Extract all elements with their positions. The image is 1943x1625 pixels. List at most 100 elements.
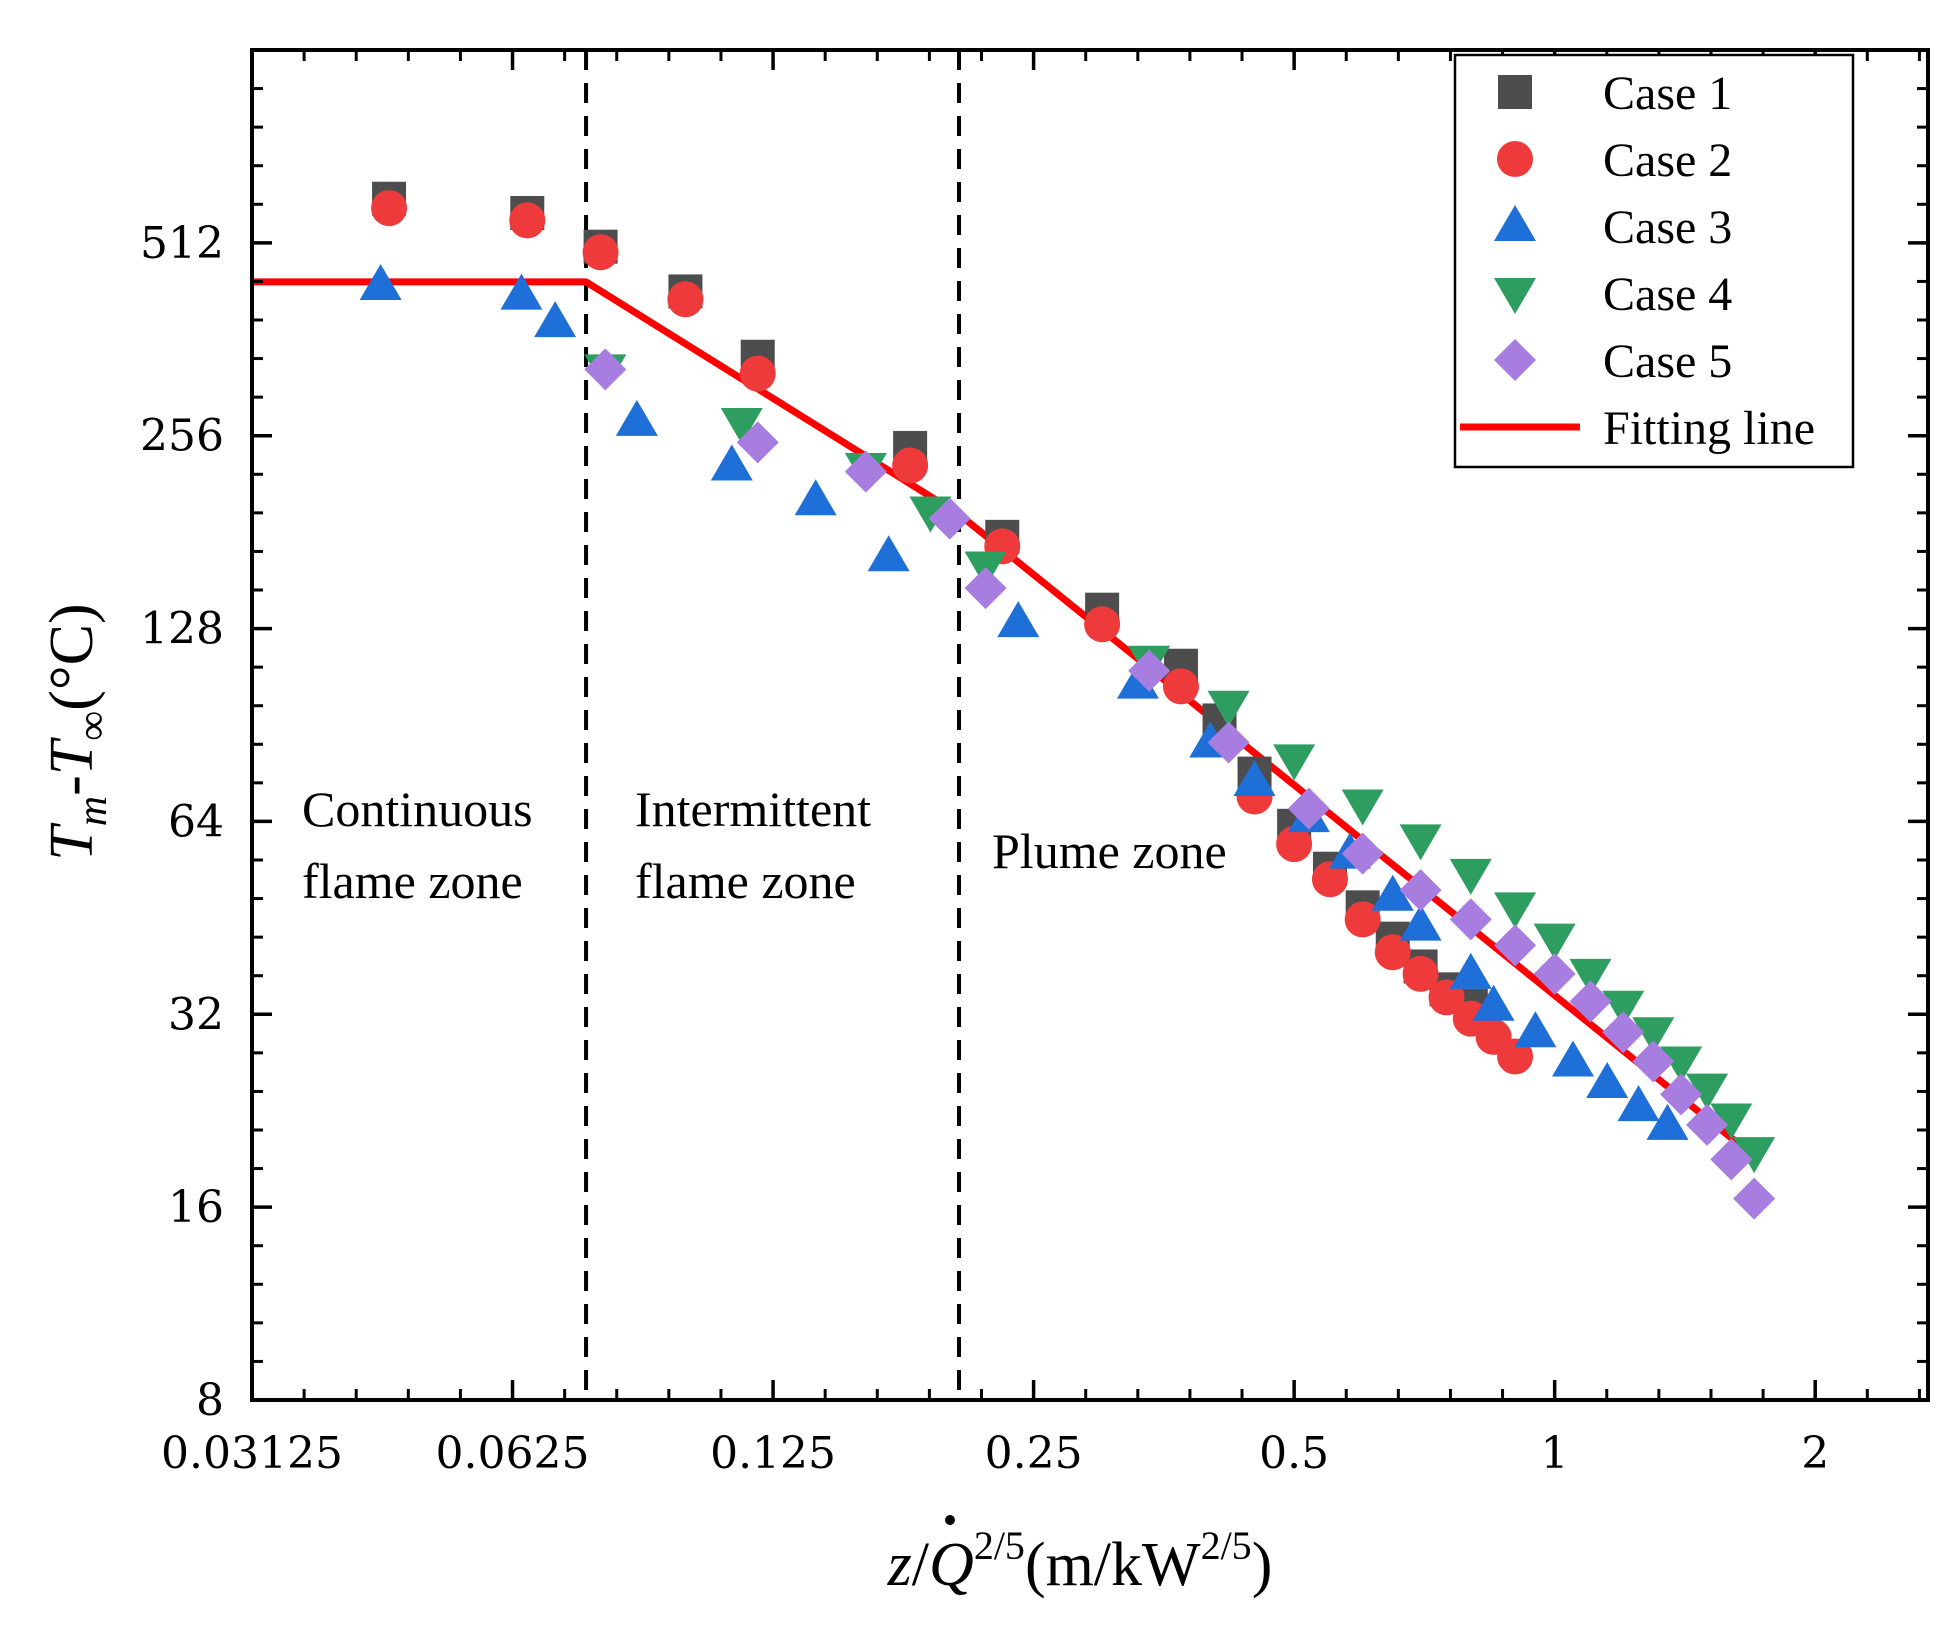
y-axis-title: Tm-T∞(°C) xyxy=(38,603,116,860)
point-case-3-14 xyxy=(1399,904,1442,941)
point-case-3-15 xyxy=(1449,952,1492,989)
point-case-3-1 xyxy=(500,273,543,310)
point-case-3-17 xyxy=(1514,1011,1557,1048)
point-case-3-0 xyxy=(359,264,402,301)
point-case-3-21 xyxy=(1646,1103,1689,1140)
point-case-5-19 xyxy=(1733,1177,1776,1220)
zone-label-intermittent-2: flame zone xyxy=(635,853,856,909)
point-case-5-7 xyxy=(1287,787,1330,830)
point-case-4-19 xyxy=(1733,1137,1776,1174)
point-case-5-15 xyxy=(1632,1040,1675,1083)
point-case-5-16 xyxy=(1660,1073,1703,1116)
point-case-5-11 xyxy=(1494,924,1537,967)
point-case-4-1 xyxy=(720,407,763,444)
point-case-3-7 xyxy=(997,601,1040,638)
legend: Case 1 Case 2 Case 3 Case 4 Case 5 Fitti… xyxy=(1453,53,1855,469)
tick-labels: 0.03125 0.0625 0.125 0.25 0.5 1 28163264128256… xyxy=(140,218,1829,1479)
legend-symbols xyxy=(1460,75,1580,431)
point-case-4-18 xyxy=(1710,1103,1753,1140)
q-dot-mark xyxy=(945,1515,955,1525)
point-case-3-3 xyxy=(615,399,658,436)
y-tick-label-3: 64 xyxy=(168,796,224,847)
point-case-4-16 xyxy=(1660,1046,1703,1083)
point-case-5-9 xyxy=(1399,869,1442,912)
point-case-5-10 xyxy=(1449,898,1492,941)
y-tick-label-0: 8 xyxy=(196,1375,224,1426)
legend-label-case-2: Case 2 xyxy=(1603,134,1732,187)
point-case-3-5 xyxy=(794,479,837,516)
point-case-3-4 xyxy=(710,444,753,481)
legend-label-case-1: Case 1 xyxy=(1603,67,1732,120)
legend-label-case-3: Case 3 xyxy=(1603,201,1732,254)
zone-label-continuous-1: Continuous xyxy=(302,781,533,837)
x-tick-label-1: 0.0625 xyxy=(436,1428,590,1479)
point-case-4-9 xyxy=(1399,824,1442,861)
point-case-5-4 xyxy=(964,567,1007,610)
legend-symbol-case-1 xyxy=(1498,75,1532,109)
point-case-3-18 xyxy=(1552,1040,1595,1077)
point-case-4-7 xyxy=(1273,744,1316,781)
point-case-2-2 xyxy=(582,234,619,271)
point-case-2-0 xyxy=(371,190,408,227)
point-case-4-3 xyxy=(909,496,952,533)
zone-label-continuous-2: flame zone xyxy=(302,853,523,909)
point-case-2-1 xyxy=(509,202,546,239)
fitting-line xyxy=(252,278,1757,1160)
point-case-3-6 xyxy=(867,535,910,572)
point-case-5-0 xyxy=(584,348,627,391)
x-tick-label-2: 0.125 xyxy=(710,1428,836,1479)
point-case-5-3 xyxy=(928,497,971,540)
y-tick-label-5: 256 xyxy=(140,411,224,462)
point-case-5-8 xyxy=(1341,832,1384,875)
point-case-5-18 xyxy=(1710,1138,1753,1181)
x-tick-label-3: 0.25 xyxy=(985,1428,1083,1479)
point-case-2-3 xyxy=(667,281,704,318)
x-tick-label-4: 0.5 xyxy=(1259,1428,1329,1479)
point-case-3-20 xyxy=(1617,1085,1660,1122)
legend-symbol-case-2 xyxy=(1497,141,1533,177)
legend-label-fitting-line: Fitting line xyxy=(1603,402,1815,455)
point-case-2-12 xyxy=(1344,901,1381,938)
point-case-2-14 xyxy=(1402,955,1439,992)
point-case-2-7 xyxy=(1084,606,1121,643)
point-case-5-12 xyxy=(1533,952,1576,995)
point-case-5-17 xyxy=(1686,1103,1729,1146)
legend-box xyxy=(1453,53,1855,469)
point-case-3-19 xyxy=(1586,1061,1629,1098)
series-case-3 xyxy=(359,264,1689,1140)
legend-label-case-4: Case 4 xyxy=(1603,268,1732,321)
point-case-2-13 xyxy=(1374,934,1411,971)
point-case-2-18 xyxy=(1497,1038,1534,1075)
point-case-2-11 xyxy=(1311,861,1348,898)
point-case-3-2 xyxy=(534,301,577,338)
plot-frame xyxy=(250,48,1930,1402)
point-case-2-10 xyxy=(1276,826,1313,863)
point-case-4-8 xyxy=(1341,789,1384,826)
point-case-4-10 xyxy=(1449,858,1492,895)
point-case-4-17 xyxy=(1686,1073,1729,1110)
legend-label-case-5: Case 5 xyxy=(1603,335,1732,388)
point-case-4-12 xyxy=(1533,923,1576,960)
point-case-2-4 xyxy=(739,355,776,392)
x-tick-label-0: 0.03125 xyxy=(161,1428,343,1479)
point-case-3-13 xyxy=(1371,874,1414,911)
point-case-5-5 xyxy=(1128,649,1171,692)
point-case-4-14 xyxy=(1602,990,1645,1027)
point-case-5-6 xyxy=(1207,721,1250,764)
y-tick-label-2: 32 xyxy=(168,989,224,1040)
zone-boundaries xyxy=(584,50,962,1400)
series-case-4 xyxy=(584,354,1776,1174)
legend-symbol-case-4 xyxy=(1494,278,1536,314)
zone-label-plume: Plume zone xyxy=(992,823,1227,879)
x-tick-label-5: 1 xyxy=(1541,1428,1569,1479)
fitting-line-layer xyxy=(252,278,1757,1160)
point-case-3-10 xyxy=(1233,760,1276,797)
point-case-2-8 xyxy=(1162,668,1199,705)
x-tick-label-6: 2 xyxy=(1801,1428,1829,1479)
point-case-2-5 xyxy=(892,447,929,484)
point-case-5-1 xyxy=(736,421,779,464)
series-case-2 xyxy=(371,190,1534,1075)
y-tick-label-4: 128 xyxy=(140,604,224,655)
legend-symbol-case-5 xyxy=(1494,339,1536,381)
